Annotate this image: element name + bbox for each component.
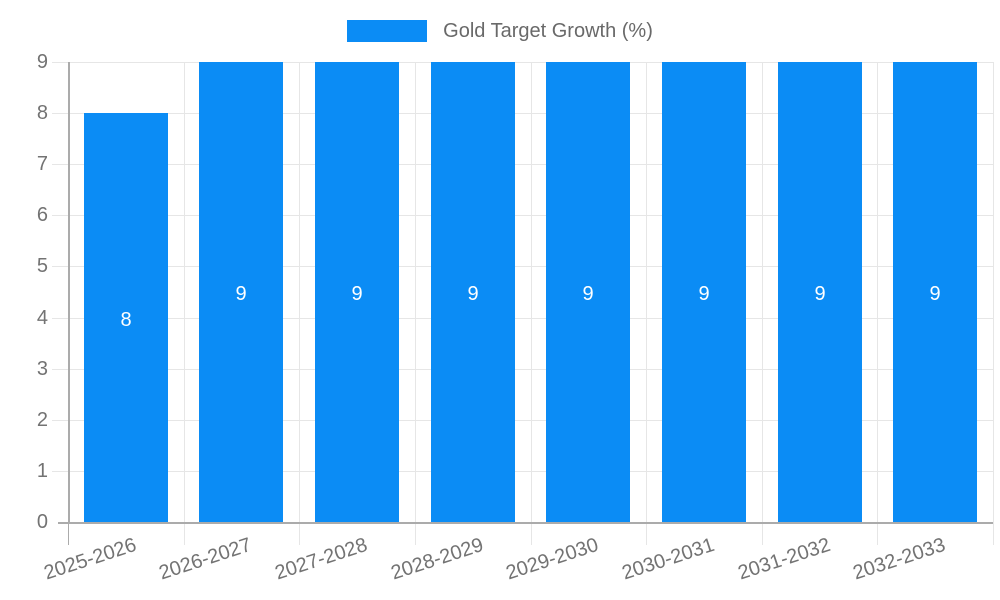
legend-label: Gold Target Growth (%)	[443, 20, 653, 42]
y-tick	[52, 113, 68, 114]
x-tick	[415, 522, 416, 545]
x-tick	[993, 522, 994, 545]
x-tick	[531, 522, 532, 545]
bar-2031-2032[interactable]	[778, 62, 862, 522]
y-gridline	[68, 113, 993, 114]
y-gridline	[68, 62, 993, 63]
x-gridline	[531, 62, 532, 522]
bar-2032-2033[interactable]	[893, 62, 977, 522]
x-gridline	[299, 62, 300, 522]
x-gridline	[415, 62, 416, 522]
y-gridline	[68, 215, 993, 216]
bar-2030-2031[interactable]	[662, 62, 746, 522]
y-axis-line	[68, 62, 70, 522]
bar-2029-2030[interactable]	[546, 62, 630, 522]
y-gridline	[68, 369, 993, 370]
y-axis-tick-label: 6	[36, 204, 48, 226]
bar-2026-2027[interactable]	[199, 62, 283, 522]
y-tick	[52, 164, 68, 165]
x-tick	[68, 522, 69, 545]
legend[interactable]: Gold Target Growth (%)	[0, 18, 1000, 44]
x-gridline	[877, 62, 878, 522]
y-axis-tick-label: 4	[36, 307, 48, 329]
y-axis-tick-label: 9	[36, 51, 48, 73]
y-axis-tick-label: 3	[36, 358, 48, 380]
y-gridline	[68, 420, 993, 421]
y-tick	[52, 215, 68, 216]
y-gridline	[68, 164, 993, 165]
y-tick	[52, 420, 68, 421]
y-gridline	[68, 471, 993, 472]
y-axis-tick-label: 7	[36, 153, 48, 175]
y-tick	[52, 62, 68, 63]
x-gridline	[993, 62, 994, 522]
x-axis-line	[58, 522, 993, 524]
y-tick	[52, 369, 68, 370]
y-tick	[52, 471, 68, 472]
y-axis-tick-label: 0	[36, 511, 48, 533]
bar-2027-2028[interactable]	[315, 62, 399, 522]
y-tick	[52, 318, 68, 319]
y-axis-tick-label: 8	[36, 102, 48, 124]
bar-2028-2029[interactable]	[431, 62, 515, 522]
legend-swatch	[347, 20, 428, 42]
x-gridline	[646, 62, 647, 522]
x-gridline	[762, 62, 763, 522]
y-axis-tick-label: 1	[36, 460, 48, 482]
x-tick	[877, 522, 878, 545]
y-gridline	[68, 266, 993, 267]
y-axis-tick-label: 5	[36, 255, 48, 277]
y-gridline	[68, 318, 993, 319]
bar-2025-2026[interactable]	[84, 113, 168, 522]
x-tick	[646, 522, 647, 545]
y-axis-tick-label: 2	[36, 409, 48, 431]
x-gridline	[184, 62, 185, 522]
x-tick	[184, 522, 185, 545]
y-tick	[52, 266, 68, 267]
x-tick	[762, 522, 763, 545]
x-tick	[299, 522, 300, 545]
